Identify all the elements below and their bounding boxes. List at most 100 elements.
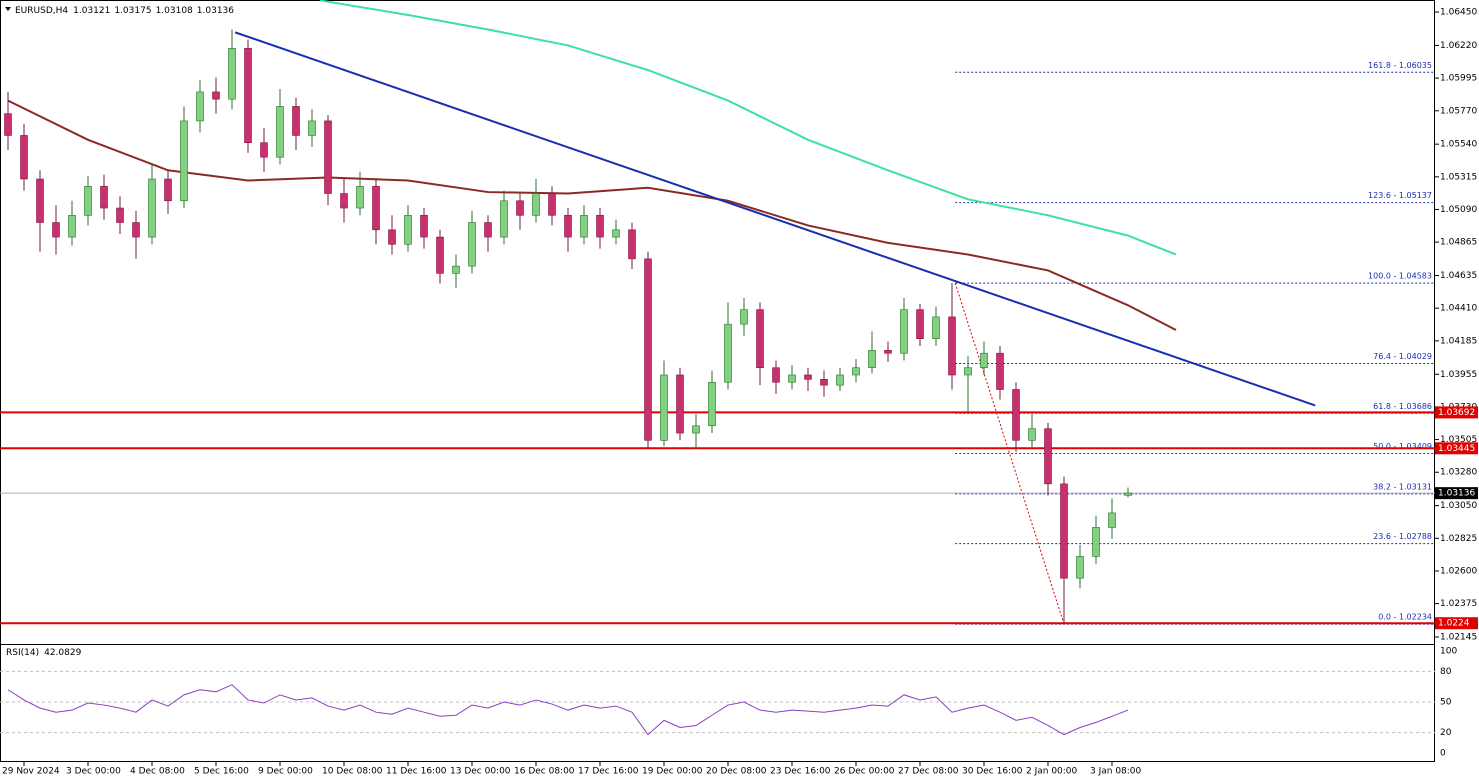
candle-body xyxy=(852,367,860,376)
candle-body xyxy=(292,106,300,136)
rsi-tick-label: 100 xyxy=(1440,647,1457,657)
y-tick-label: 1.04185 xyxy=(1440,336,1477,346)
y-tick-label: 1.06220 xyxy=(1440,41,1477,51)
y-tick-label: 1.02600 xyxy=(1440,566,1477,576)
y-tick-label: 1.02375 xyxy=(1440,599,1477,609)
open: 1.03121 xyxy=(73,6,110,16)
y-tick-label: 1.03050 xyxy=(1440,501,1477,511)
rsi-last: 42.0829 xyxy=(44,648,81,658)
x-tick-label: 4 Dec 08:00 xyxy=(130,767,185,777)
candle-body xyxy=(964,367,972,376)
candle-body xyxy=(516,200,524,216)
candle-body xyxy=(676,374,684,434)
candle-body xyxy=(100,185,108,209)
candle-body xyxy=(164,178,172,202)
candle-body xyxy=(372,185,380,231)
candle-body xyxy=(340,193,348,209)
candle-body xyxy=(132,222,140,238)
candle-body xyxy=(244,48,252,144)
candle-body xyxy=(36,178,44,223)
x-tick-label: 30 Dec 16:00 xyxy=(962,767,1023,777)
rsi-tick-label: 50 xyxy=(1440,698,1452,708)
candle-body xyxy=(708,381,716,427)
close: 1.03136 xyxy=(197,6,234,16)
candle-body xyxy=(836,374,844,386)
y-tick-label: 1.05770 xyxy=(1440,106,1477,116)
low: 1.03108 xyxy=(156,6,193,16)
y-tick-label: 1.04865 xyxy=(1440,238,1477,248)
candle-body xyxy=(404,214,412,245)
fib-label: 76.4 - 1.04029 xyxy=(1373,352,1432,361)
candle-body xyxy=(148,178,156,238)
y-tick-label: 1.03955 xyxy=(1440,370,1477,380)
candle-body xyxy=(580,214,588,238)
rsi-line xyxy=(7,684,1129,736)
x-tick-label: 16 Dec 08:00 xyxy=(514,767,575,777)
x-tick-label: 23 Dec 16:00 xyxy=(770,767,831,777)
candle-body xyxy=(324,120,332,194)
candle-body xyxy=(820,379,828,386)
x-tick-label: 10 Dec 08:00 xyxy=(322,767,383,777)
rsi-tick-label: 80 xyxy=(1440,667,1452,677)
candle-body xyxy=(420,214,428,238)
rsi-tick-label: 0 xyxy=(1440,749,1446,759)
candle-body xyxy=(436,236,444,274)
candle-body xyxy=(996,352,1004,390)
candle-body xyxy=(1092,527,1100,557)
y-tick-label: 1.04410 xyxy=(1440,304,1477,314)
y-tick-label: 1.03505 xyxy=(1440,435,1477,445)
candle-body xyxy=(900,309,908,354)
x-tick-label: 11 Dec 16:00 xyxy=(386,767,447,777)
main-panel xyxy=(0,0,1435,645)
candle-body xyxy=(4,113,12,136)
y-tick-label: 1.05540 xyxy=(1440,140,1477,150)
candle-body xyxy=(260,142,268,158)
candle-body xyxy=(228,48,236,100)
candle-body xyxy=(612,229,620,238)
y-tick-label: 1.05315 xyxy=(1440,172,1477,182)
level-badge xyxy=(1435,442,1478,455)
candle-body xyxy=(756,309,764,369)
y-tick-label: 1.05090 xyxy=(1440,205,1477,215)
x-tick-label: 19 Dec 00:00 xyxy=(642,767,703,777)
x-tick-label: 17 Dec 16:00 xyxy=(578,767,639,777)
y-tick-label: 1.05995 xyxy=(1440,74,1477,84)
candle-body xyxy=(868,350,876,369)
candle-body xyxy=(388,229,396,245)
candle-body xyxy=(1028,428,1036,441)
candle-body xyxy=(468,222,476,267)
candle-body xyxy=(772,367,780,383)
price-label: 1.03136 xyxy=(1438,489,1475,499)
level-label: 1.03445 xyxy=(1438,444,1475,454)
candle-body xyxy=(788,374,796,383)
fib-label: 123.6 - 1.05137 xyxy=(1368,191,1432,200)
candle-body xyxy=(884,350,892,354)
candle-body xyxy=(660,374,668,441)
candle-body xyxy=(500,200,508,238)
x-tick-label: 3 Dec 00:00 xyxy=(66,767,121,777)
candle-body xyxy=(452,265,460,274)
level-label: 1.03692 xyxy=(1438,408,1475,418)
candle-body xyxy=(180,120,188,202)
y-tick-label: 1.06450 xyxy=(1440,8,1477,18)
rsi-title: RSI(14) xyxy=(6,648,39,658)
fib-label: 0.0 - 1.02234 xyxy=(1378,613,1432,622)
overlay-line xyxy=(7,99,1177,331)
candle-body xyxy=(212,91,220,100)
y-tick-label: 1.03280 xyxy=(1440,468,1477,478)
high: 1.03175 xyxy=(114,6,151,16)
x-tick-label: 5 Dec 16:00 xyxy=(194,767,249,777)
candle-body xyxy=(948,316,956,376)
x-tick-label: 27 Dec 08:00 xyxy=(898,767,959,777)
candle-body xyxy=(1060,483,1068,579)
x-tick-label: 3 Jan 08:00 xyxy=(1090,767,1142,777)
candle-body xyxy=(1044,428,1052,485)
candle-body xyxy=(1012,389,1020,441)
fib-label: 61.8 - 1.03686 xyxy=(1373,402,1432,411)
fib-label: 38.2 - 1.03131 xyxy=(1373,482,1432,491)
candle-body xyxy=(484,222,492,238)
candle-body xyxy=(804,374,812,380)
candle-body xyxy=(932,316,940,339)
candle-body xyxy=(84,185,92,216)
